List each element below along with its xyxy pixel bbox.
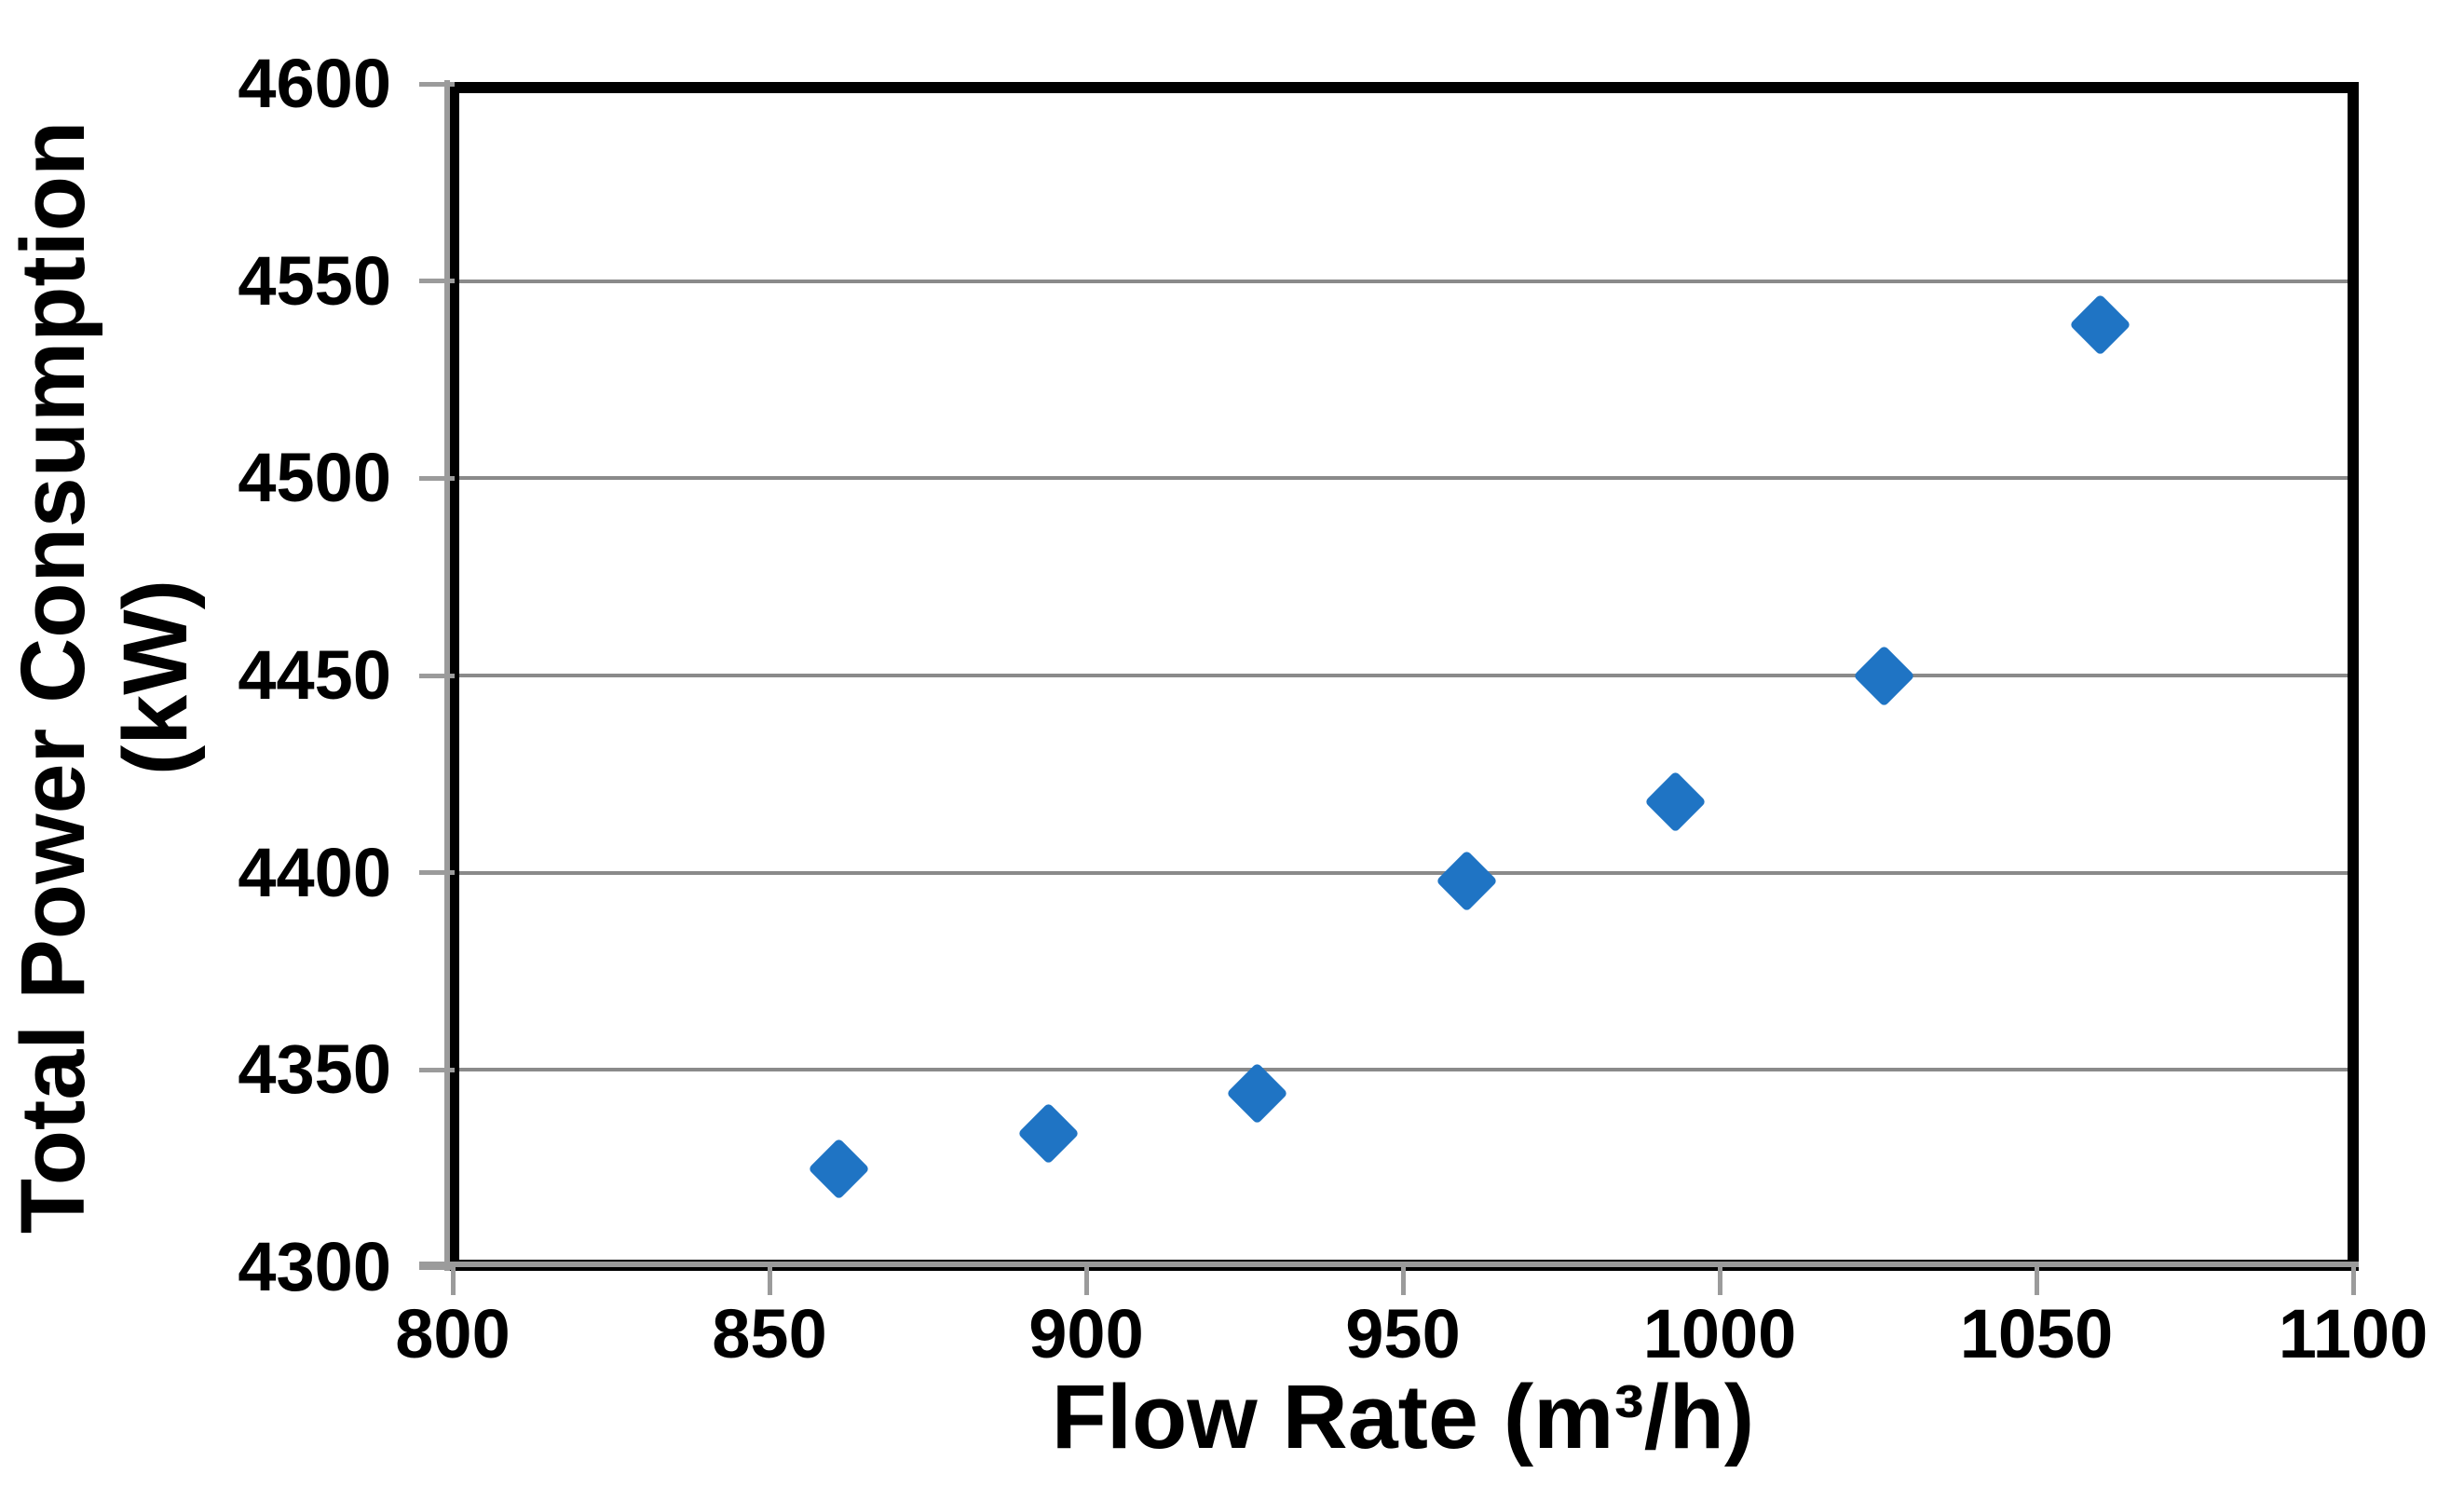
- x-tick-label: 900: [1028, 1295, 1144, 1372]
- x-tick-mark: [2350, 1263, 2356, 1295]
- y-tick-mark: [419, 475, 455, 481]
- y-tick-label: 4300: [238, 1228, 391, 1305]
- data-point-diamond: [1853, 644, 1916, 707]
- y-tick-label: 4600: [238, 45, 391, 122]
- y-tick-mark: [419, 1067, 455, 1072]
- plot-area-border: [448, 82, 2359, 1271]
- x-tick-mark: [1083, 1263, 1089, 1295]
- x-tick-label: 800: [395, 1295, 510, 1372]
- x-tick-mark: [1400, 1263, 1406, 1295]
- y-tick-mark: [419, 1264, 455, 1270]
- x-axis-line: [419, 1262, 2359, 1267]
- data-point-diamond: [1226, 1062, 1288, 1125]
- data-point-diamond: [1016, 1101, 1080, 1165]
- y-tick-mark: [419, 673, 455, 678]
- data-point-diamond: [1644, 771, 1707, 833]
- x-tick-label: 1100: [2278, 1295, 2429, 1372]
- x-axis-title: Flow Rate (m³/h): [1051, 1366, 1755, 1467]
- y-tick-label: 4550: [238, 241, 391, 320]
- x-tick-label: 1000: [1642, 1295, 1797, 1372]
- x-tick-label: 950: [1345, 1295, 1461, 1372]
- y-tick-mark: [419, 81, 455, 87]
- x-tick-label: 850: [712, 1295, 827, 1372]
- y-tick-mark: [419, 870, 455, 876]
- gridline: [453, 1068, 2353, 1072]
- y-tick-label: 4400: [238, 833, 391, 911]
- gridline: [453, 279, 2353, 283]
- y-tick-label: 4350: [238, 1030, 391, 1109]
- y-tick-label: 4500: [238, 439, 391, 517]
- x-tick-mark: [767, 1263, 772, 1295]
- gridline: [453, 674, 2353, 677]
- data-point-diamond: [2068, 293, 2131, 356]
- data-point-diamond: [1435, 849, 1498, 912]
- gridline: [453, 476, 2353, 481]
- y-tick-label: 4450: [238, 636, 391, 714]
- x-tick-label: 1050: [1959, 1295, 2114, 1372]
- x-tick-mark: [450, 1263, 456, 1295]
- y-tick-mark: [419, 279, 455, 284]
- x-tick-mark: [2034, 1263, 2039, 1295]
- data-point-diamond: [808, 1137, 871, 1200]
- gridline: [453, 870, 2353, 875]
- x-tick-mark: [1717, 1263, 1722, 1295]
